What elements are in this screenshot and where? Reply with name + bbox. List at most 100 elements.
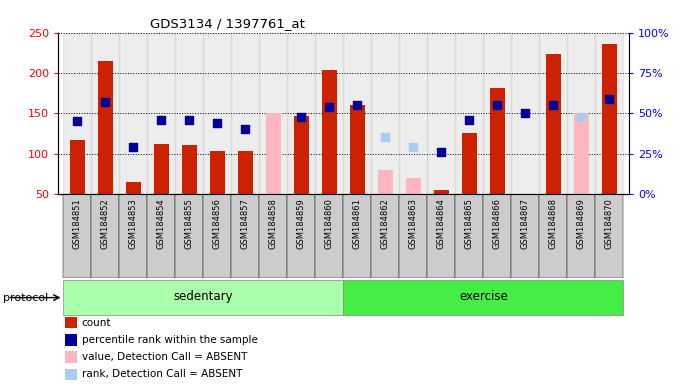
Bar — [148, 194, 175, 278]
Bar — [434, 190, 449, 194]
Point — [100, 99, 111, 105]
Bar — [182, 145, 197, 194]
Bar — [343, 280, 624, 315]
Bar — [126, 182, 141, 194]
Point — [548, 102, 559, 108]
Text: count: count — [82, 318, 111, 328]
Point — [352, 102, 363, 108]
Text: GDS3134 / 1397761_at: GDS3134 / 1397761_at — [150, 17, 305, 30]
Bar — [462, 132, 477, 194]
Point — [240, 126, 251, 132]
Point — [492, 102, 503, 108]
Text: GSM184867: GSM184867 — [521, 198, 530, 249]
Point — [212, 120, 223, 126]
Text: GSM184865: GSM184865 — [465, 198, 474, 249]
Text: GSM184854: GSM184854 — [157, 198, 166, 249]
Bar — [511, 33, 539, 194]
Bar — [343, 194, 371, 278]
Bar — [259, 33, 288, 194]
Point — [184, 117, 195, 123]
Bar — [428, 194, 456, 278]
Bar — [343, 33, 371, 194]
Bar — [574, 113, 589, 194]
Bar — [120, 33, 148, 194]
Bar — [350, 105, 365, 194]
Bar — [63, 194, 91, 278]
Text: sedentary: sedentary — [173, 290, 233, 303]
Point — [72, 118, 83, 124]
Bar — [98, 61, 113, 194]
Bar — [238, 151, 253, 194]
Text: GSM184859: GSM184859 — [297, 198, 306, 249]
Bar — [428, 33, 456, 194]
Text: GSM184869: GSM184869 — [577, 198, 586, 249]
Text: GSM184856: GSM184856 — [213, 198, 222, 249]
Bar — [456, 194, 483, 278]
Point — [296, 113, 307, 119]
Point — [604, 96, 615, 102]
Bar — [567, 33, 596, 194]
Text: protocol: protocol — [3, 293, 49, 303]
Text: GSM184864: GSM184864 — [437, 198, 446, 249]
Text: GSM184862: GSM184862 — [381, 198, 390, 249]
Bar — [63, 280, 343, 315]
Bar — [63, 33, 91, 194]
Bar — [91, 33, 120, 194]
Point — [324, 104, 335, 110]
Bar — [456, 33, 483, 194]
Bar — [294, 116, 309, 194]
Point — [520, 110, 531, 116]
Bar — [511, 194, 539, 278]
Bar — [154, 144, 169, 194]
Bar — [70, 140, 85, 194]
Text: GSM184866: GSM184866 — [493, 198, 502, 249]
Text: GSM184858: GSM184858 — [269, 198, 278, 249]
Bar — [231, 194, 259, 278]
Bar — [399, 194, 428, 278]
Text: GSM184868: GSM184868 — [549, 198, 558, 249]
Text: percentile rank within the sample: percentile rank within the sample — [82, 335, 258, 345]
Text: value, Detection Call = ABSENT: value, Detection Call = ABSENT — [82, 352, 247, 362]
Bar — [288, 33, 316, 194]
Bar — [377, 170, 393, 194]
Text: exercise: exercise — [459, 290, 508, 303]
Text: GSM184855: GSM184855 — [185, 198, 194, 249]
Bar — [399, 33, 428, 194]
Bar — [539, 194, 567, 278]
Bar — [371, 33, 399, 194]
Point — [156, 117, 167, 123]
Text: GSM184860: GSM184860 — [325, 198, 334, 249]
Bar — [539, 33, 567, 194]
Bar — [120, 194, 148, 278]
Text: GSM184853: GSM184853 — [129, 198, 138, 249]
Bar — [546, 55, 561, 194]
Bar — [209, 151, 225, 194]
Bar — [567, 194, 596, 278]
Bar — [203, 33, 231, 194]
Bar — [596, 194, 624, 278]
Bar — [483, 194, 511, 278]
Bar — [322, 70, 337, 194]
Bar — [148, 33, 175, 194]
Point — [464, 117, 475, 123]
Point — [408, 144, 419, 150]
Text: GSM184857: GSM184857 — [241, 198, 250, 249]
Bar — [175, 33, 203, 194]
Text: rank, Detection Call = ABSENT: rank, Detection Call = ABSENT — [82, 369, 242, 379]
Bar — [175, 194, 203, 278]
Text: GSM184851: GSM184851 — [73, 198, 82, 249]
Bar — [266, 113, 281, 194]
Bar — [596, 33, 624, 194]
Bar — [259, 194, 288, 278]
Text: GSM184870: GSM184870 — [605, 198, 614, 249]
Text: GSM184852: GSM184852 — [101, 198, 110, 249]
Bar — [203, 194, 231, 278]
Text: GSM184863: GSM184863 — [409, 198, 418, 249]
Bar — [490, 88, 505, 194]
Bar — [371, 194, 399, 278]
Bar — [91, 194, 120, 278]
Point — [436, 149, 447, 155]
Bar — [316, 194, 343, 278]
Bar — [406, 178, 421, 194]
Bar — [288, 194, 316, 278]
